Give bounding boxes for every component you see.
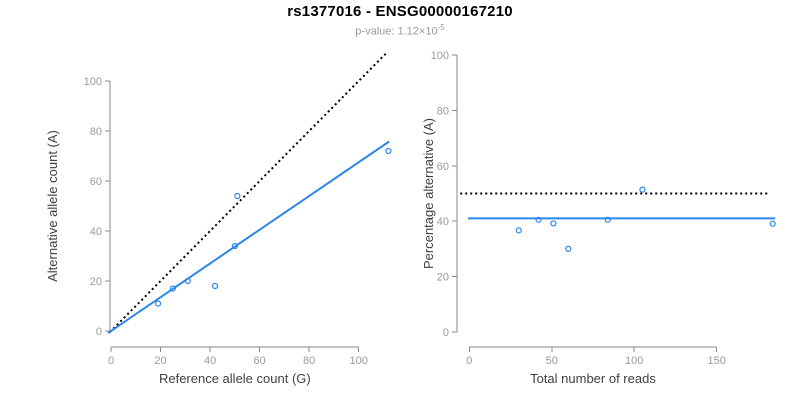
identity-line (109, 51, 388, 333)
x-tick-label: 80 (303, 355, 315, 367)
data-point (515, 227, 522, 234)
data-point (639, 186, 646, 193)
x-tick-label: 50 (546, 355, 558, 367)
data-point (385, 147, 392, 155)
fit-line (107, 140, 390, 334)
y-tick-label: 20 (437, 272, 449, 284)
y-tick-label: 80 (437, 105, 449, 117)
x-tick-label: 40 (204, 355, 216, 367)
y-tick-label: 0 (443, 327, 449, 339)
data-point (535, 216, 542, 223)
data-point (234, 192, 241, 200)
y-axis-title: Alternative allele count (A) (45, 130, 60, 282)
x-tick-label: 20 (154, 355, 166, 367)
pvalue-text: p-value: 1.12×10 (355, 25, 438, 38)
y-tick-label: 100 (431, 50, 449, 62)
data-point (565, 245, 572, 252)
y-tick-label: 20 (90, 276, 102, 288)
data-point (169, 285, 177, 292)
x-tick-label: 0 (108, 355, 114, 367)
y-tick-label: 80 (90, 126, 102, 138)
x-tick-label: 100 (625, 355, 643, 367)
allele-counts-scatter: 0 20 40 60 80 100 Alternative allele count (A)… (45, 51, 392, 386)
data-point (604, 216, 611, 223)
data-point (184, 277, 191, 285)
data-point (154, 300, 162, 307)
x-tick-label: 100 (350, 355, 368, 367)
data-point (211, 282, 219, 290)
percentage-vs-reads-scatter: 0 20 40 60 80 100 Percentage alternative (A) 0 5… (421, 50, 776, 386)
data-point (769, 220, 776, 227)
y-tick-label: 60 (90, 176, 102, 188)
data-point (231, 242, 238, 250)
x-tick-label: 0 (466, 355, 472, 367)
x-axis-title: Total number of reads (530, 371, 656, 386)
plot-title: rs1377016 - ENSG00000167210 (287, 3, 513, 20)
y-axis-title: Percentage alternative (A) (421, 118, 436, 269)
y-tick-label: 0 (96, 326, 102, 338)
y-tick-label: 40 (437, 216, 449, 228)
x-axis-title: Reference allele count (G) (159, 371, 311, 386)
x-tick-label: 150 (707, 355, 725, 367)
x-tick-label: 60 (253, 355, 265, 367)
figure-header: rs1377016 - ENSG00000167210 p-value: 1.1… (0, 0, 800, 38)
plot-subtitle: p-value: 1.12×10-5 (0, 23, 800, 38)
y-tick-label: 100 (84, 76, 102, 88)
y-tick-label: 60 (437, 161, 449, 173)
data-point (550, 220, 557, 227)
y-tick-label: 40 (90, 226, 102, 238)
pvalue-exponent: -5 (437, 23, 445, 32)
